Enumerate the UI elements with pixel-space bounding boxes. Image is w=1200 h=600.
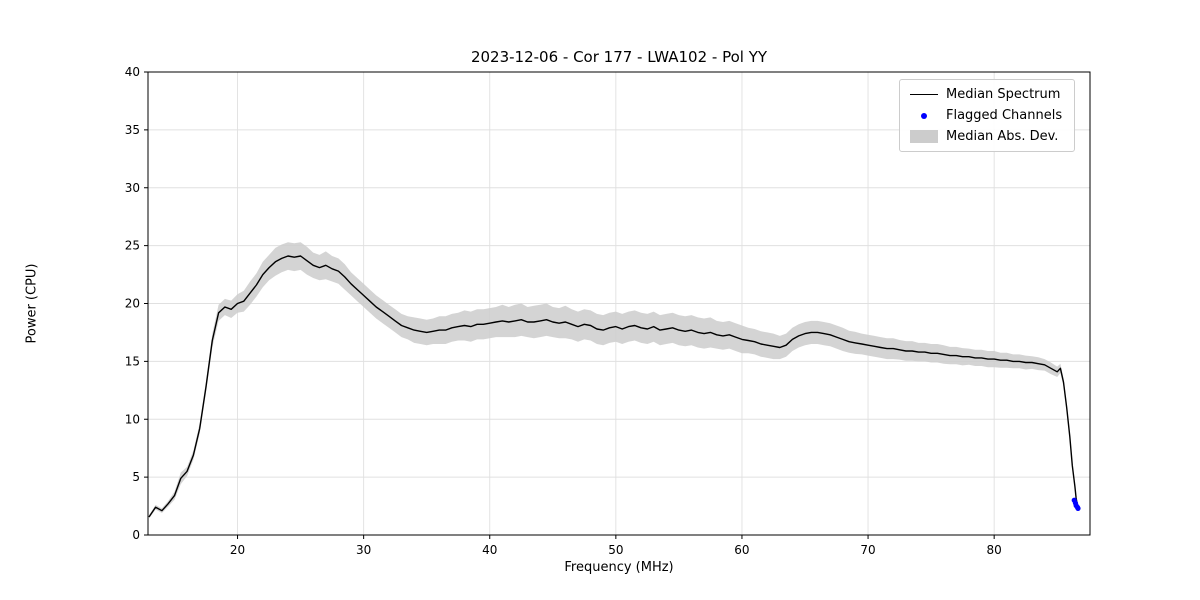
- x-tick-label: 40: [482, 543, 497, 557]
- y-tick-label: 10: [125, 412, 140, 426]
- x-axis-label: Frequency (MHz): [564, 560, 674, 575]
- legend-label: Median Abs. Dev.: [946, 129, 1059, 144]
- median-spectrum-line: [148, 255, 1079, 518]
- mad-patch-icon: [910, 130, 938, 143]
- chart-title: 2023-12-06 - Cor 177 - LWA102 - Pol YY: [470, 48, 768, 66]
- x-tick-label: 60: [734, 543, 749, 557]
- y-tick-label: 15: [125, 354, 140, 368]
- legend: Median Spectrum Flagged Channels Median …: [899, 79, 1075, 152]
- legend-label: Median Spectrum: [946, 87, 1061, 102]
- y-tick-label: 0: [132, 528, 140, 542]
- x-tick-label: 80: [987, 543, 1002, 557]
- x-tick-label: 50: [608, 543, 623, 557]
- flagged-dot-icon: [910, 112, 938, 119]
- y-tick-label: 25: [125, 239, 140, 253]
- x-tick-label: 30: [356, 543, 371, 557]
- y-tick-label: 5: [132, 470, 140, 484]
- legend-item-median-spectrum: Median Spectrum: [910, 87, 1064, 102]
- x-tick-label: 20: [230, 543, 245, 557]
- x-tick-label: 70: [860, 543, 875, 557]
- y-tick-label: 35: [125, 123, 140, 137]
- y-tick-label: 40: [125, 65, 140, 79]
- legend-label: Flagged Channels: [946, 108, 1063, 123]
- legend-item-median-abs-dev: Median Abs. Dev.: [910, 129, 1064, 144]
- median-line-icon: [910, 94, 938, 95]
- legend-item-flagged-channels: Flagged Channels: [910, 108, 1064, 123]
- y-tick-label: 20: [125, 297, 140, 311]
- flagged-channel-point: [1075, 505, 1081, 511]
- y-tick-label: 30: [125, 181, 140, 195]
